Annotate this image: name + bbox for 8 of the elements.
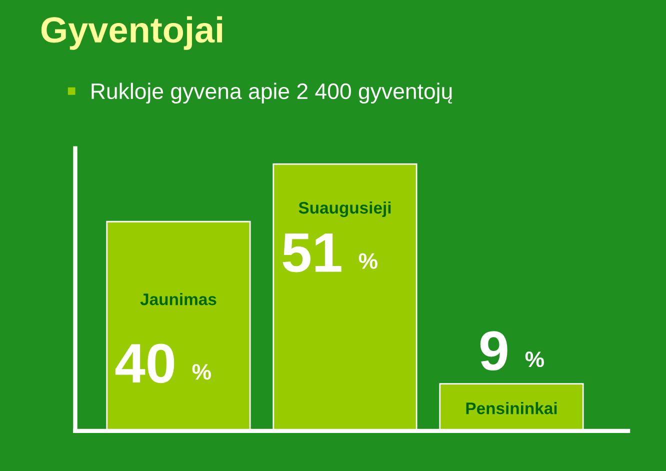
data-label: 51 %: [282, 233, 378, 272]
x-tick-label: Pensininkai: [466, 402, 557, 414]
x-tick-label: Suaugusieji: [298, 201, 391, 218]
chart-title: Gyventojai: [41, 16, 222, 50]
data-label: 40 %: [115, 344, 211, 384]
data-label: 9 %: [480, 331, 544, 371]
x-tick-label: Jaunimas: [140, 292, 216, 306]
chart-subtitle: Rukloje gyvena apie 2 400 gyventojų: [92, 82, 452, 104]
